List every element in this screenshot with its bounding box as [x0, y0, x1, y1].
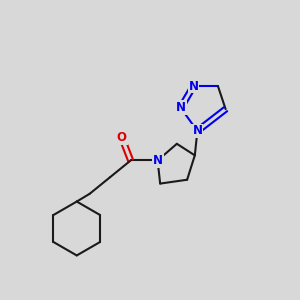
Text: N: N [176, 101, 186, 114]
Text: N: N [188, 80, 199, 93]
Text: N: N [153, 154, 163, 167]
Text: O: O [117, 131, 127, 144]
Text: N: N [192, 124, 203, 137]
